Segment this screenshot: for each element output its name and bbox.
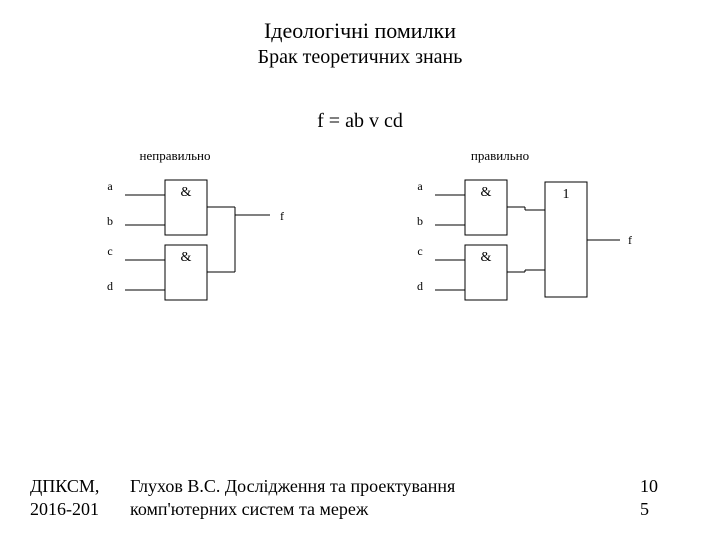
label-b-right: b xyxy=(417,214,423,228)
label-d-left: d xyxy=(107,279,113,293)
gate-and1-right-label: & xyxy=(481,185,492,200)
circuit-svg: неправильно a b c d & & f правильно xyxy=(0,140,720,370)
page-subtitle: Брак теоретичних знань xyxy=(0,46,720,69)
label-c-left: c xyxy=(107,244,112,258)
label-c-right: c xyxy=(417,244,422,258)
page-title: Ідеологічні помилки xyxy=(0,18,720,44)
footer-page-line1: 10 xyxy=(640,476,658,496)
label-a-right: a xyxy=(417,179,423,193)
footer-center-line2: комп'ютерних систем та мереж xyxy=(130,499,368,519)
diagram-area: неправильно a b c d & & f правильно xyxy=(0,140,720,370)
footer-left-line2: 2016-201 xyxy=(30,499,99,519)
gate-and1-left-label: & xyxy=(181,185,192,200)
right-caption: правильно xyxy=(471,148,529,163)
footer-left-line1: ДПКСМ, xyxy=(30,476,99,496)
label-b-left: b xyxy=(107,214,113,228)
slide: Ідеологічні помилки Брак теоретичних зна… xyxy=(0,0,720,540)
label-f-right: f xyxy=(628,233,632,247)
footer-left: ДПКСМ, 2016-201 xyxy=(30,475,120,520)
equation-text: f = ab v cd xyxy=(0,110,720,133)
gate-and2-left-label: & xyxy=(181,250,192,265)
label-d-right: d xyxy=(417,279,423,293)
left-caption: неправильно xyxy=(140,148,211,163)
footer-page-number: 10 5 xyxy=(640,475,680,520)
gate-and2-right-label: & xyxy=(481,250,492,265)
footer-page-line2: 5 xyxy=(640,499,649,519)
label-f-left: f xyxy=(280,209,284,223)
label-a-left: a xyxy=(107,179,113,193)
footer-center: Глухов В.С. Дослідження та проектування … xyxy=(130,475,550,520)
footer-center-line1: Глухов В.С. Дослідження та проектування xyxy=(130,476,455,496)
gate-or-right-label: 1 xyxy=(563,187,570,202)
